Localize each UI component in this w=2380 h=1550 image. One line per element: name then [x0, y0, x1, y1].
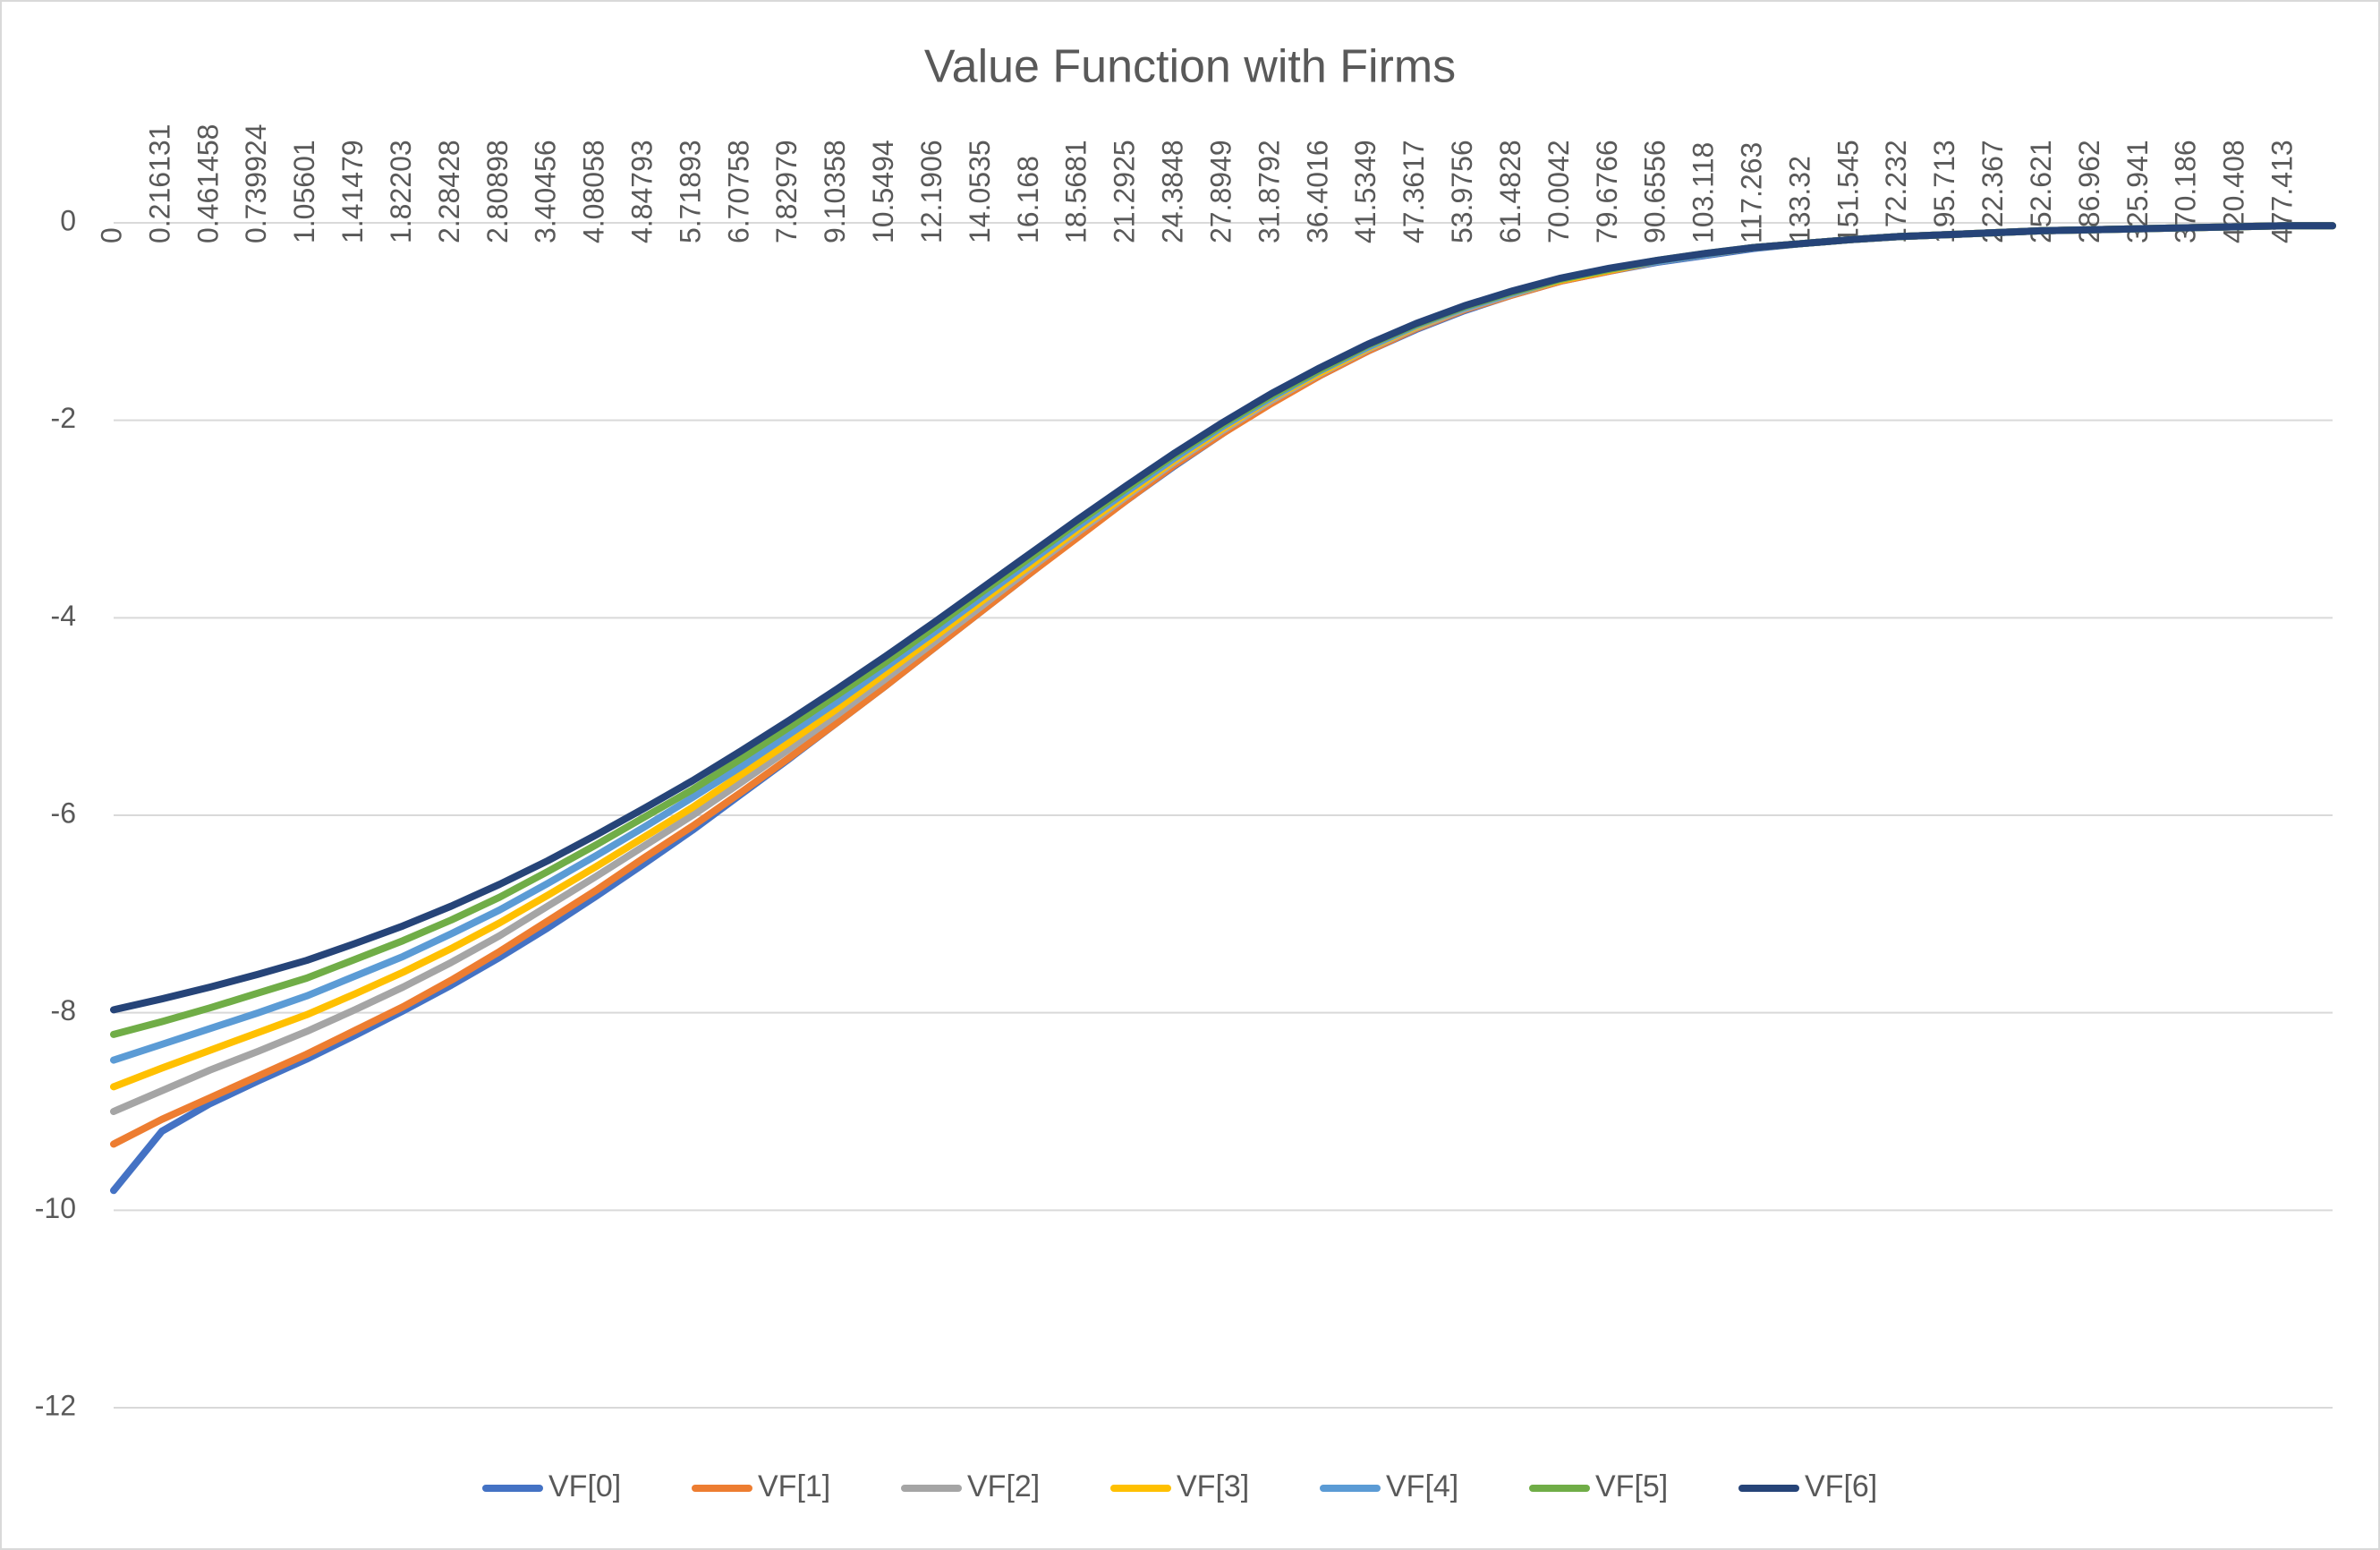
x-tick-label: 14.0535: [964, 140, 996, 243]
y-tick-label: -2: [51, 402, 76, 434]
x-tick-label: 0.739924: [240, 124, 272, 243]
x-tick-label: 103.118: [1687, 142, 1720, 243]
x-tick-label: 70.0042: [1543, 140, 1575, 243]
chart-title: Value Function with Firms: [924, 41, 1456, 93]
x-tick-label: 53.9756: [1446, 140, 1478, 243]
x-tick-label: 172.232: [1880, 140, 1912, 243]
x-tick-label: 6.70758: [722, 140, 754, 243]
x-tick-label: 27.8949: [1204, 140, 1237, 243]
legend-label: VF[2]: [967, 1469, 1040, 1503]
x-tick-label: 3.40456: [530, 140, 562, 243]
x-tick-label: 4.08058: [578, 140, 610, 243]
x-tick-label: 47.3617: [1398, 140, 1430, 243]
x-tick-label: 222.367: [1976, 140, 2009, 243]
x-tick-label: 252.621: [2025, 140, 2057, 243]
x-tick-label: 133.32: [1783, 156, 1815, 243]
x-tick-label: 117.263: [1735, 142, 1767, 243]
x-tick-label: 2.80898: [481, 140, 514, 243]
legend-label: VF[1]: [758, 1469, 830, 1503]
x-tick-label: 36.4016: [1301, 140, 1333, 243]
x-tick-label: 5.71893: [674, 140, 706, 243]
x-tick-label: 79.6766: [1591, 140, 1623, 243]
x-tick-label: 0.216131: [143, 124, 175, 243]
x-tick-label: 16.168: [1012, 156, 1044, 243]
legend-label: VF[3]: [1177, 1469, 1249, 1503]
legend-label: VF[5]: [1595, 1469, 1668, 1503]
x-tick-label: 2.28428: [433, 140, 465, 243]
x-tick-label: 151.545: [1832, 140, 1864, 243]
x-tick-label: 4.84793: [625, 140, 658, 243]
x-tick-label: 1.41479: [336, 140, 369, 243]
y-tick-label: -6: [51, 796, 76, 829]
x-tick-label: 7.82979: [770, 140, 803, 243]
x-tick-label: 61.4828: [1494, 140, 1526, 243]
x-tick-label: 31.8792: [1253, 140, 1285, 243]
x-tick-label: 10.5494: [867, 140, 899, 243]
legend-label: VF[4]: [1386, 1469, 1458, 1503]
y-tick-label: 0: [60, 204, 76, 236]
series-line: [110, 222, 2336, 1014]
x-tick-label: 0: [95, 227, 127, 243]
x-tick-label: 24.3848: [1157, 140, 1189, 243]
x-tick-label: 0.461458: [191, 124, 224, 243]
legend-label: VF[0]: [548, 1469, 621, 1503]
x-tick-label: 21.2925: [1109, 140, 1141, 243]
legend-label: VF[6]: [1805, 1469, 1877, 1503]
x-tick-label: 18.5681: [1060, 140, 1092, 243]
y-tick-label: -8: [51, 994, 76, 1026]
x-tick-label: 41.5349: [1349, 140, 1381, 243]
x-tick-label: 12.1906: [915, 140, 948, 243]
y-tick-label: -10: [35, 1192, 76, 1224]
x-tick-label: 1.05601: [288, 140, 320, 243]
x-tick-label: 90.6556: [1639, 140, 1671, 243]
y-tick-label: -12: [35, 1389, 76, 1421]
y-tick-label: -4: [51, 600, 76, 632]
x-tick-label: 9.10358: [819, 140, 851, 243]
x-tick-label: 195.713: [1928, 140, 1960, 243]
x-tick-label: 1.82203: [385, 140, 417, 243]
